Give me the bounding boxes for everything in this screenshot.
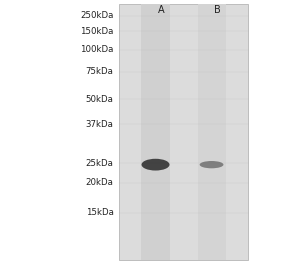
Text: B: B [214,5,220,15]
Text: 37kDa: 37kDa [85,120,113,129]
Bar [198,4,226,260]
Text: 150kDa: 150kDa [80,27,113,36]
Ellipse shape [200,161,224,168]
Bar [142,4,170,260]
Ellipse shape [142,159,170,171]
Text: 20kDa: 20kDa [85,178,113,187]
Text: 25kDa: 25kDa [85,159,113,168]
Text: 15kDa: 15kDa [85,209,113,218]
Text: 100kDa: 100kDa [80,45,113,54]
Text: A: A [158,5,164,15]
Text: 50kDa: 50kDa [85,95,113,104]
Text: 250kDa: 250kDa [80,11,113,20]
Bar [119,4,248,260]
Text: 75kDa: 75kDa [85,67,113,76]
